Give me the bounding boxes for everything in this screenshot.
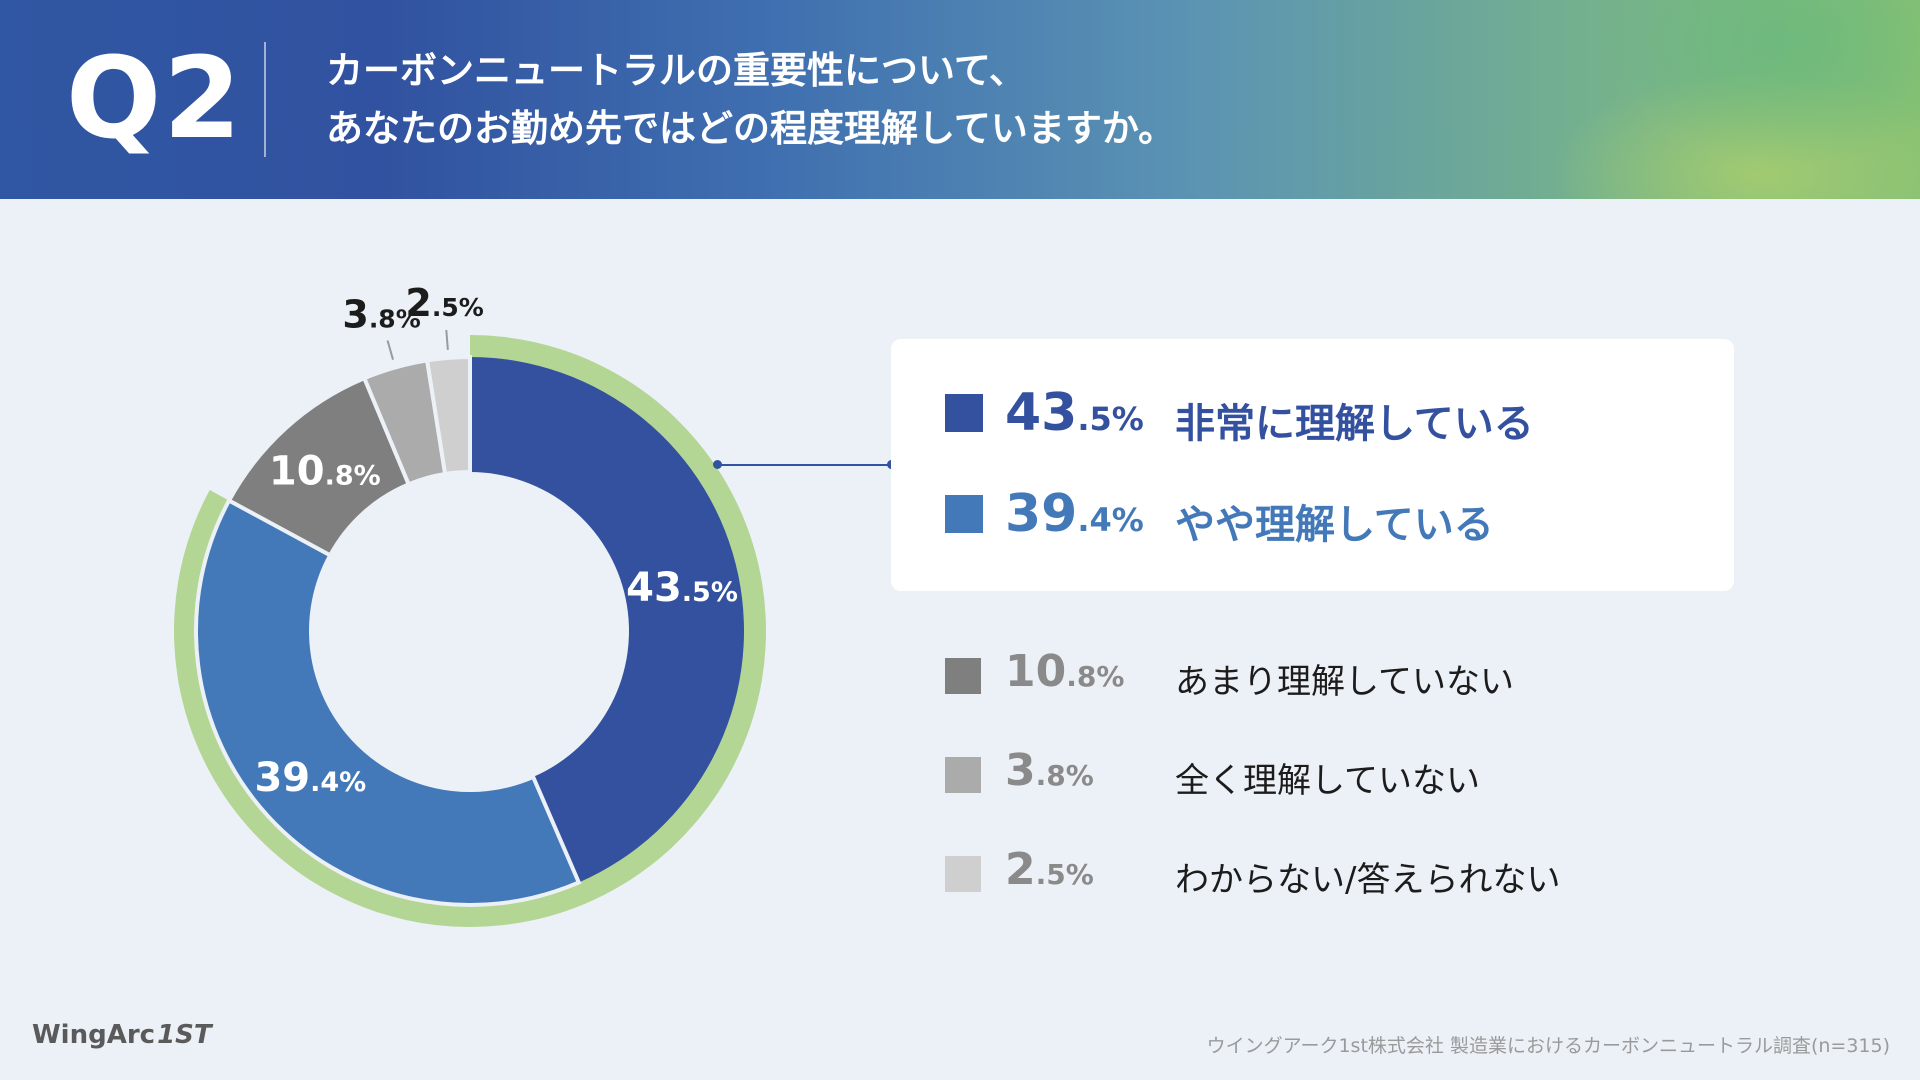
legend-swatch bbox=[945, 658, 981, 694]
legend-percent: 39.4% bbox=[1005, 484, 1144, 544]
question-text-line-1: カーボンニュートラルの重要性について、 bbox=[326, 49, 1027, 92]
leader-line-not-at-all bbox=[386, 340, 394, 360]
callout-connector-line bbox=[717, 464, 891, 466]
legend-label: わからない/答えられない bbox=[1175, 860, 1561, 900]
slice-label-very-understand: 43.5% bbox=[626, 565, 738, 611]
header-divider bbox=[264, 42, 266, 157]
legend-highlight-box bbox=[891, 339, 1734, 591]
slice-somewhat-understand bbox=[194, 497, 582, 907]
legend-label: あまり理解していない bbox=[1175, 662, 1514, 702]
question-text-line-2: あなたのお勤め先ではどの程度理解していますか。 bbox=[326, 107, 1176, 150]
legend-percent: 2.5% bbox=[1005, 844, 1094, 895]
leader-line-dont-know bbox=[445, 329, 449, 350]
logo-mark: 1ST bbox=[157, 1020, 212, 1050]
slice-dont-know bbox=[424, 354, 472, 477]
legend-label: 非常に理解している bbox=[1175, 401, 1534, 447]
slice-label-not-much: 10.8% bbox=[269, 448, 381, 494]
callout-dot-chart-end bbox=[713, 460, 722, 469]
donut-chart: 43.5% 39.4% 10.8% 3.8%2.5% bbox=[173, 281, 767, 927]
legend-label: やや理解している bbox=[1175, 502, 1494, 548]
slice-label-somewhat-understand: 39.4% bbox=[254, 755, 366, 801]
source-note: ウイングアーク1st株式会社 製造業におけるカーボンニュートラル調査(n=315… bbox=[1206, 1035, 1890, 1057]
legend-swatch bbox=[945, 495, 983, 533]
logo-text: WingArc bbox=[32, 1020, 156, 1050]
legend-label: 全く理解していない bbox=[1175, 761, 1480, 801]
slice-label-dont-know: 2.5% bbox=[405, 281, 483, 325]
question-number: Q2 bbox=[66, 34, 244, 164]
legend-swatch bbox=[945, 856, 981, 892]
legend-swatch bbox=[945, 757, 981, 793]
legend-swatch bbox=[945, 394, 983, 432]
slice-very-understand bbox=[470, 357, 744, 883]
header-banner: Q2 カーボンニュートラルの重要性について、 あなたのお勤め先ではどの程度理解し… bbox=[0, 0, 1920, 199]
wingarc-logo: WingArc1ST bbox=[32, 1020, 212, 1060]
legend-percent: 10.8% bbox=[1005, 646, 1125, 697]
legend-percent: 3.8% bbox=[1005, 745, 1094, 796]
slice-label-not-at-all: 3.8% bbox=[342, 292, 420, 336]
legend-percent: 43.5% bbox=[1005, 383, 1144, 443]
